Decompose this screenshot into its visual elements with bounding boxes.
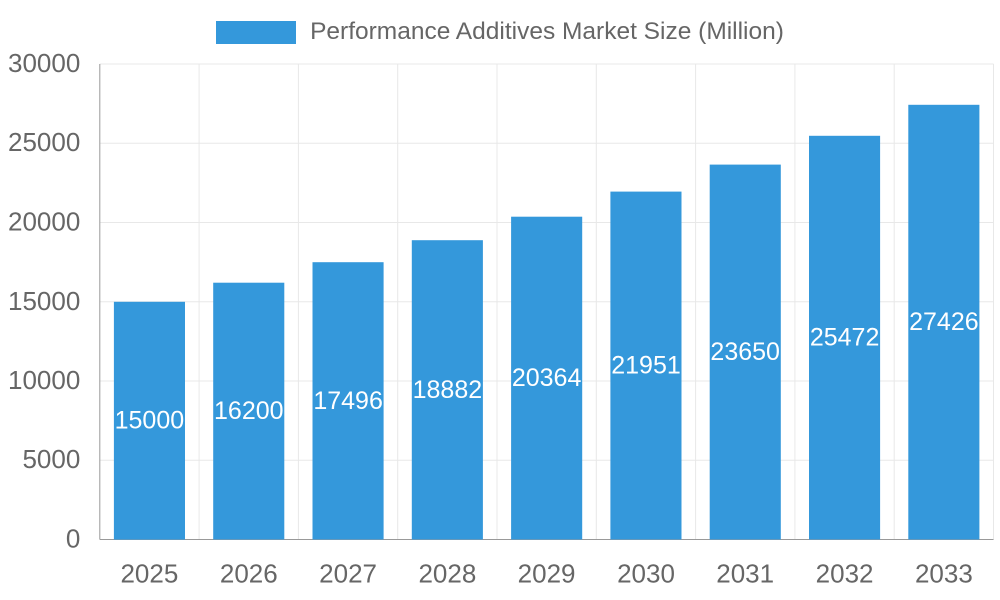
svg-text:16200: 16200: [214, 397, 284, 425]
svg-text:2025: 2025: [120, 559, 178, 589]
svg-text:17496: 17496: [313, 387, 383, 415]
svg-text:2026: 2026: [220, 559, 278, 589]
svg-text:25000: 25000: [8, 127, 80, 157]
svg-text:2027: 2027: [319, 559, 377, 589]
svg-text:2029: 2029: [518, 559, 576, 589]
svg-text:18882: 18882: [413, 376, 483, 404]
svg-text:20000: 20000: [8, 207, 80, 237]
svg-text:2032: 2032: [816, 559, 874, 589]
svg-text:2030: 2030: [617, 559, 675, 589]
svg-text:25472: 25472: [810, 324, 880, 352]
svg-text:5000: 5000: [22, 444, 80, 474]
svg-text:20364: 20364: [512, 364, 582, 392]
svg-text:2031: 2031: [716, 559, 774, 589]
svg-text:23650: 23650: [710, 338, 780, 366]
svg-text:0: 0: [66, 524, 80, 554]
svg-text:10000: 10000: [8, 365, 80, 395]
svg-text:21951: 21951: [611, 352, 681, 380]
svg-text:15000: 15000: [115, 407, 185, 435]
svg-text:15000: 15000: [8, 286, 80, 316]
svg-text:30000: 30000: [8, 48, 80, 78]
svg-text:2028: 2028: [418, 559, 476, 589]
svg-text:2033: 2033: [915, 559, 973, 589]
svg-text:27426: 27426: [909, 308, 979, 336]
